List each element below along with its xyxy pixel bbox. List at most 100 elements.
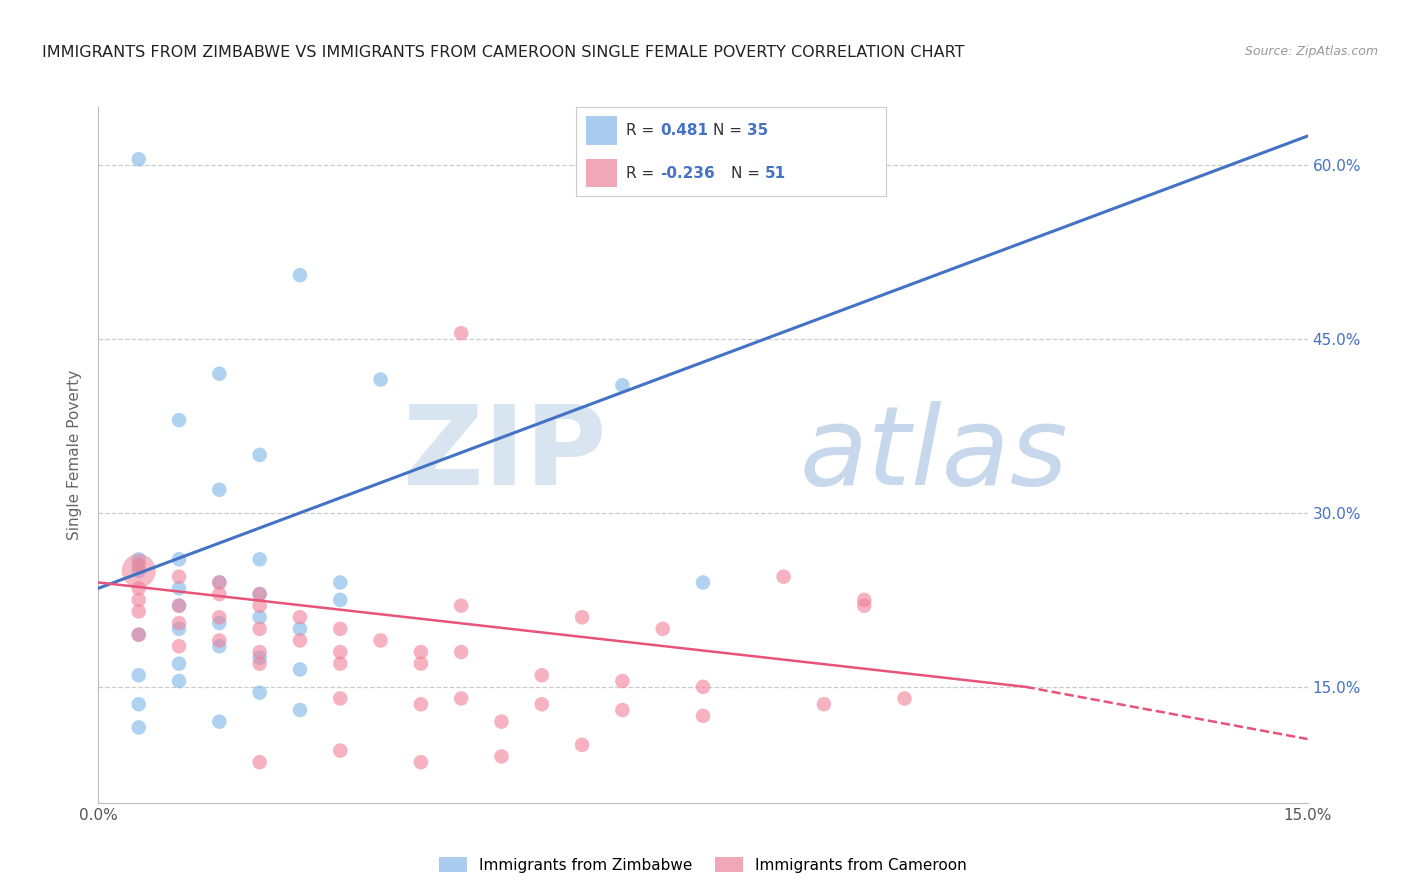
Point [249,587,271,601]
Point [329,657,352,671]
Point [571,610,593,624]
Point [128,152,150,166]
Point [128,628,150,642]
Point [167,599,190,613]
Point [249,448,271,462]
Point [409,755,432,769]
Point [167,599,190,613]
Point [128,564,150,578]
Point [208,615,231,630]
Point [167,615,190,630]
Point [329,592,352,607]
Text: N =: N = [713,123,747,137]
Point [288,268,311,282]
Point [208,367,231,381]
Point [208,639,231,653]
Point [530,668,553,682]
Point [208,587,231,601]
Point [409,698,432,712]
Text: N =: N = [731,166,765,180]
Point [128,592,150,607]
Point [249,622,271,636]
Point [491,749,513,764]
Text: -0.236: -0.236 [659,166,714,180]
Point [249,587,271,601]
Point [772,570,794,584]
Point [612,674,634,689]
Text: 35: 35 [747,123,768,137]
Point [450,326,472,341]
Y-axis label: Single Female Poverty: Single Female Poverty [67,370,83,540]
Point [128,582,150,596]
Point [167,674,190,689]
Point [813,698,835,712]
Point [249,685,271,699]
Point [612,378,634,392]
Text: Source: ZipAtlas.com: Source: ZipAtlas.com [1244,45,1378,58]
Point [249,610,271,624]
Point [167,582,190,596]
Point [370,373,392,387]
Point [450,599,472,613]
Text: IMMIGRANTS FROM ZIMBABWE VS IMMIGRANTS FROM CAMEROON SINGLE FEMALE POVERTY CORRE: IMMIGRANTS FROM ZIMBABWE VS IMMIGRANTS F… [42,45,965,60]
Point [329,744,352,758]
Point [893,691,915,706]
Point [249,755,271,769]
Point [853,599,876,613]
Point [128,564,150,578]
Text: ZIP: ZIP [404,401,606,508]
Point [249,599,271,613]
Point [450,645,472,659]
Point [128,698,150,712]
Point [208,483,231,497]
Point [208,575,231,590]
Text: 0.481: 0.481 [659,123,709,137]
Point [167,657,190,671]
Point [409,657,432,671]
Text: R =: R = [626,166,659,180]
Text: atlas: atlas [800,401,1069,508]
Point [128,721,150,735]
Legend: Immigrants from Zimbabwe, Immigrants from Cameroon: Immigrants from Zimbabwe, Immigrants fro… [433,850,973,879]
Point [692,575,714,590]
Point [208,575,231,590]
Point [249,645,271,659]
Point [208,610,231,624]
Point [249,657,271,671]
Point [329,691,352,706]
Point [530,698,553,712]
Point [450,691,472,706]
Point [370,633,392,648]
Point [409,645,432,659]
Point [288,662,311,676]
Point [167,552,190,566]
Point [329,575,352,590]
Point [571,738,593,752]
Point [249,651,271,665]
Point [128,558,150,573]
Point [288,633,311,648]
Point [128,552,150,566]
Point [692,708,714,723]
Point [128,605,150,619]
Text: 51: 51 [765,166,786,180]
Point [612,703,634,717]
Point [208,714,231,729]
Point [167,413,190,427]
Point [329,645,352,659]
Point [288,703,311,717]
Point [208,633,231,648]
Point [692,680,714,694]
Point [167,639,190,653]
Point [491,714,513,729]
Point [288,610,311,624]
Point [288,622,311,636]
Bar [586,159,617,187]
Text: R =: R = [626,123,659,137]
Bar [586,116,617,145]
Point [329,622,352,636]
Point [167,622,190,636]
Point [128,668,150,682]
Point [128,628,150,642]
Point [651,622,673,636]
